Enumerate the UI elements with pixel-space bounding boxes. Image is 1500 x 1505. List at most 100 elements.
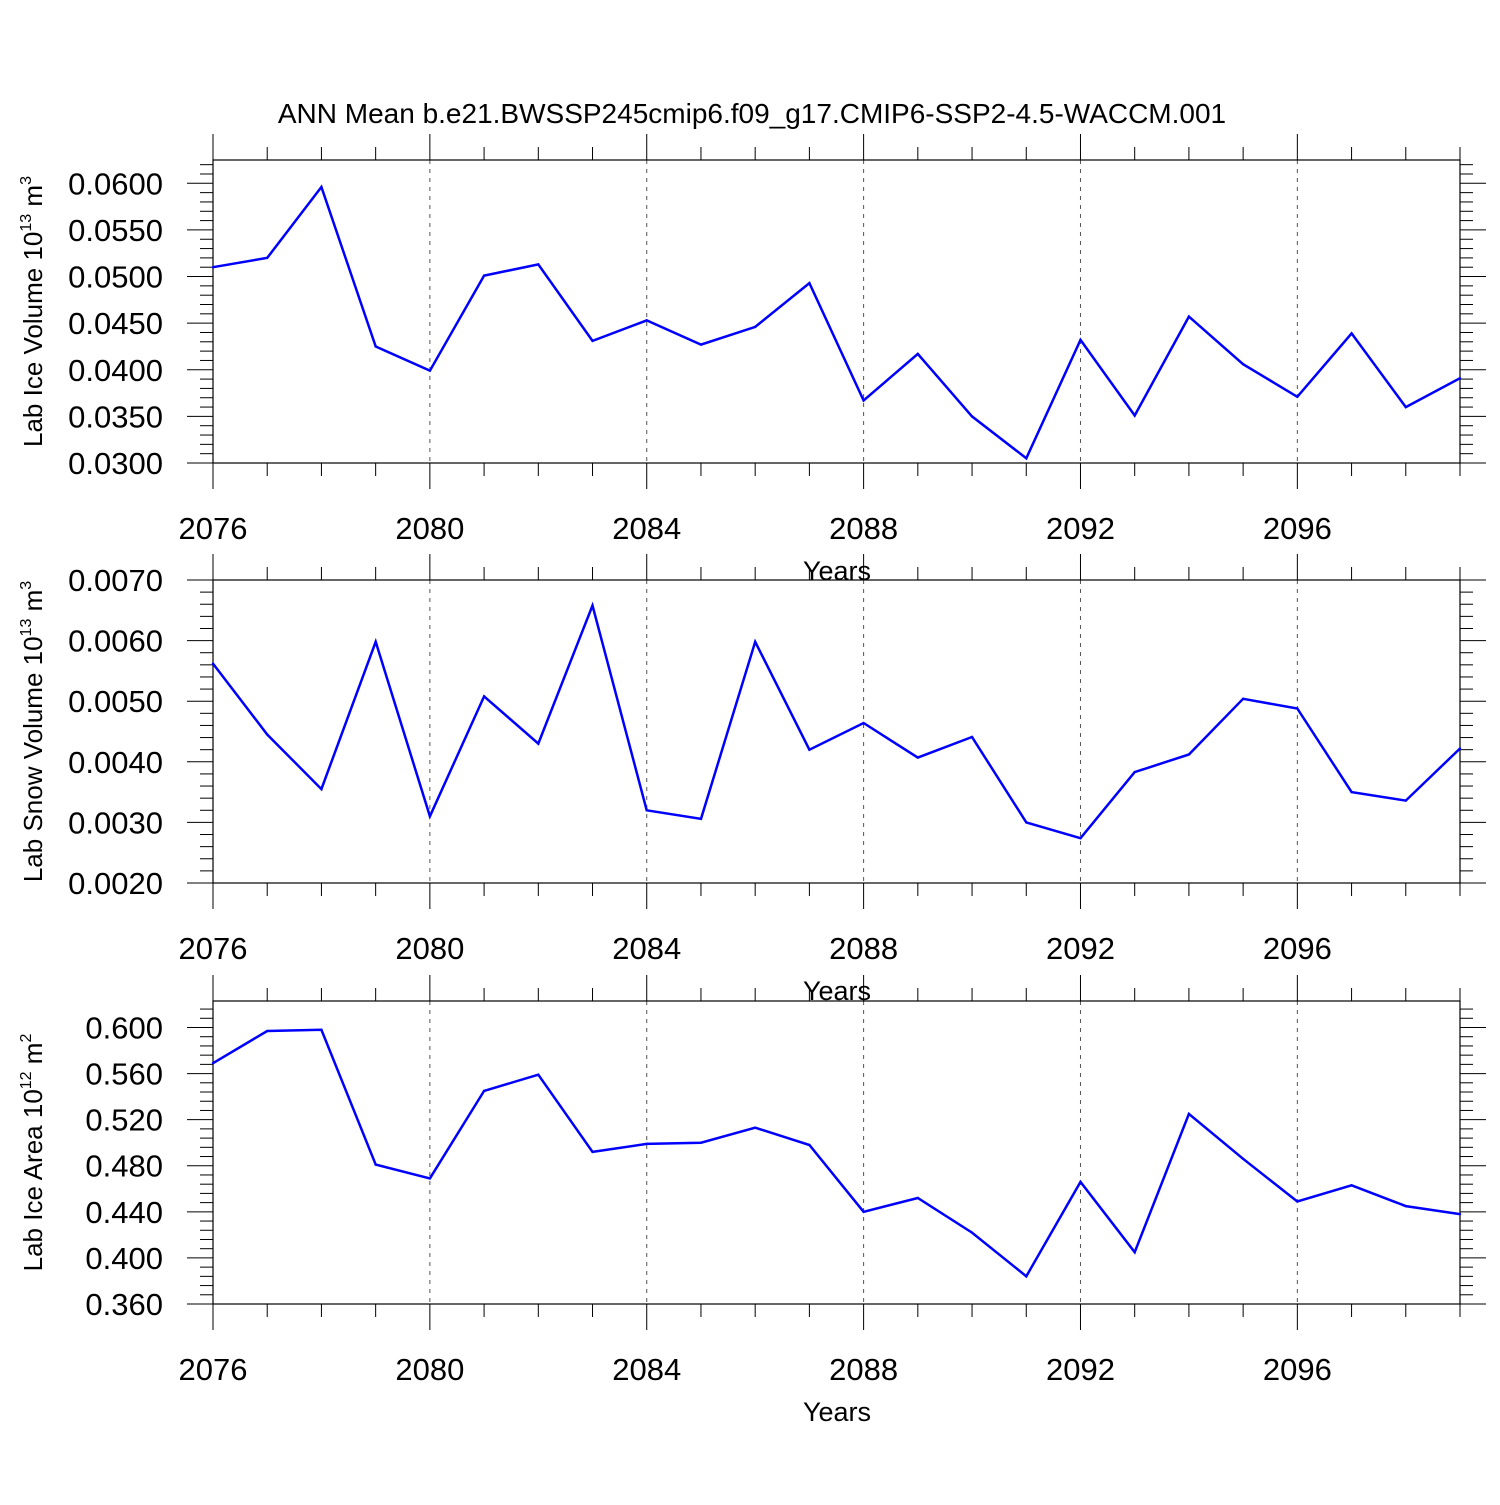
data-point <box>1133 1250 1136 1254</box>
x-tick-label: 2080 <box>395 511 464 546</box>
data-point <box>1296 1200 1299 1203</box>
x-tick-label: 2096 <box>1263 931 1332 966</box>
y-tick-label: 0.0300 <box>68 446 163 481</box>
y-axis-label-ylabel-unit-exp: 3 <box>18 176 35 185</box>
data-point <box>1350 1184 1353 1187</box>
data-point <box>862 399 865 402</box>
panel-3: 2076 2080 2084 2088 2092 2096 0.360 0.400 0.440 0… <box>18 975 1486 1427</box>
data-point <box>266 733 269 736</box>
data-point <box>1404 799 1407 802</box>
x-tick-label: 2076 <box>179 1352 248 1387</box>
y-tick-label: 0.0450 <box>68 306 163 341</box>
x-tick-label: 2092 <box>1046 1352 1115 1387</box>
data-point <box>916 756 920 759</box>
plot-frame <box>212 159 1461 464</box>
x-tick-label: 2088 <box>829 511 898 546</box>
data-point <box>970 735 974 739</box>
data-point <box>645 809 648 812</box>
data-point <box>320 1028 323 1032</box>
y-tick-label: 0.0500 <box>68 260 163 295</box>
data-point <box>1404 405 1407 409</box>
data-point <box>1187 315 1191 318</box>
data-point <box>1187 753 1191 756</box>
data-point <box>537 742 540 745</box>
x-tick-label: 2080 <box>395 1352 464 1387</box>
data-point <box>916 352 920 356</box>
data-point <box>808 748 811 751</box>
data-point <box>1241 362 1245 366</box>
data-point <box>808 281 811 285</box>
data-point <box>1350 790 1353 794</box>
x-tick-label: 2092 <box>1046 931 1115 966</box>
y-axis-label-ylabel-unit: m <box>18 1043 48 1072</box>
data-point <box>1458 747 1462 750</box>
data-point <box>1241 697 1245 700</box>
y-tick-label: 0.520 <box>85 1103 163 1138</box>
data-point <box>1350 332 1353 335</box>
y-axis-label-ylabel-exp: 12 <box>18 1071 35 1089</box>
data-point <box>320 787 323 791</box>
plot-frame <box>212 579 1461 884</box>
data-point <box>320 185 323 189</box>
data-point <box>428 815 432 818</box>
data-point <box>1404 1204 1407 1208</box>
y-axis-label-ylabel-unit-exp: 2 <box>18 1034 35 1043</box>
data-point <box>645 319 648 322</box>
data-point <box>428 1177 432 1180</box>
data-point <box>699 1141 703 1144</box>
y-tick-label: 0.0020 <box>68 866 163 901</box>
y-tick-label: 0.0400 <box>68 353 163 388</box>
data-point <box>482 695 486 698</box>
data-point <box>266 1029 269 1033</box>
data-point <box>862 1210 865 1214</box>
x-tick-label: 2096 <box>1263 1352 1332 1387</box>
data-point <box>862 721 865 725</box>
data-point <box>808 1143 811 1147</box>
figure-title: ANN Mean b.e21.BWSSP245cmip6.f09_g17.CMI… <box>278 98 1226 129</box>
x-tick-label: 2084 <box>612 1352 681 1387</box>
data-point <box>1458 1212 1462 1216</box>
x-tick-label: 2084 <box>612 931 681 966</box>
data-point <box>591 604 594 607</box>
x-tick-label: 2076 <box>179 931 248 966</box>
series-line <box>212 601 1461 840</box>
x-tick-label: 2084 <box>612 511 681 546</box>
data-point <box>211 1062 215 1065</box>
data-point <box>537 263 540 266</box>
data-point <box>591 1150 594 1154</box>
data-point <box>699 817 703 820</box>
y-tick-label: 0.0550 <box>68 213 163 248</box>
data-point <box>970 415 974 418</box>
y-tick-label: 0.0600 <box>68 166 163 201</box>
data-point <box>1133 414 1136 417</box>
y-tick-label: 0.0070 <box>68 563 163 598</box>
data-point <box>1296 395 1299 399</box>
plot-frame <box>212 1000 1461 1305</box>
data-point <box>1079 1180 1082 1184</box>
y-tick-label: 0.600 <box>85 1010 163 1045</box>
series-line <box>212 184 1461 461</box>
data-point <box>374 345 377 348</box>
data-point <box>537 1073 540 1076</box>
y-axis-label: Lab Snow Volume 1013 m3 <box>18 581 48 882</box>
y-axis-label: Lab Ice Area 1012 m2 <box>18 1034 48 1272</box>
data-point <box>970 1231 974 1234</box>
data-point <box>699 343 703 346</box>
y-axis-label-ylabel: Lab Ice Volume 10 <box>18 232 48 447</box>
data-point <box>591 339 594 343</box>
data-point <box>211 662 215 665</box>
data-point <box>428 369 432 372</box>
y-tick-label: 0.0040 <box>68 745 163 780</box>
data-point <box>1133 770 1136 774</box>
data-point <box>211 266 215 269</box>
series-line <box>212 1028 1461 1279</box>
y-tick-label: 0.440 <box>85 1195 163 1230</box>
y-axis-label-ylabel: Lab Ice Area 10 <box>18 1089 48 1271</box>
x-axis-label: Years <box>803 556 871 586</box>
x-tick-label: 2080 <box>395 931 464 966</box>
data-point <box>1241 1157 1245 1161</box>
y-axis-label-ylabel-exp: 13 <box>18 214 35 232</box>
data-point <box>374 1163 377 1166</box>
